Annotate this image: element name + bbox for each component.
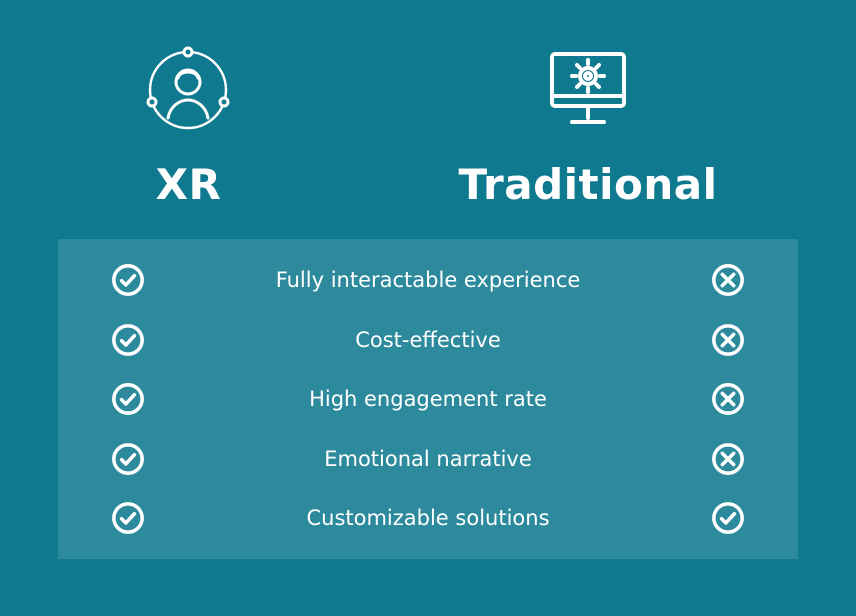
feature-label: Customizable solutions: [178, 506, 678, 530]
check-icon: [98, 382, 158, 416]
cross-icon: [698, 263, 758, 297]
table-row: Cost-effective: [98, 323, 758, 357]
feature-label: High engagement rate: [178, 387, 678, 411]
check-icon: [98, 323, 158, 357]
column-title-traditional: Traditional: [458, 160, 717, 209]
feature-label: Cost-effective: [178, 328, 678, 352]
feature-label: Emotional narrative: [178, 447, 678, 471]
check-icon: [98, 263, 158, 297]
feature-label: Fully interactable experience: [178, 268, 678, 292]
table-row: Customizable solutions: [98, 501, 758, 535]
table-row: Fully interactable experience: [98, 263, 758, 297]
column-xr: XR: [138, 40, 238, 209]
table-row: High engagement rate: [98, 382, 758, 416]
check-icon: [698, 501, 758, 535]
cross-icon: [698, 382, 758, 416]
cross-icon: [698, 323, 758, 357]
header-columns: XR Traditiona: [0, 40, 856, 209]
traditional-monitor-icon: [538, 40, 638, 140]
check-icon: [98, 442, 158, 476]
column-title-xr: XR: [156, 160, 222, 209]
xr-person-icon: [138, 40, 238, 140]
comparison-panel: Fully interactable experience Cost-effec…: [58, 239, 798, 559]
check-icon: [98, 501, 158, 535]
table-row: Emotional narrative: [98, 442, 758, 476]
cross-icon: [698, 442, 758, 476]
column-traditional: Traditional: [458, 40, 717, 209]
